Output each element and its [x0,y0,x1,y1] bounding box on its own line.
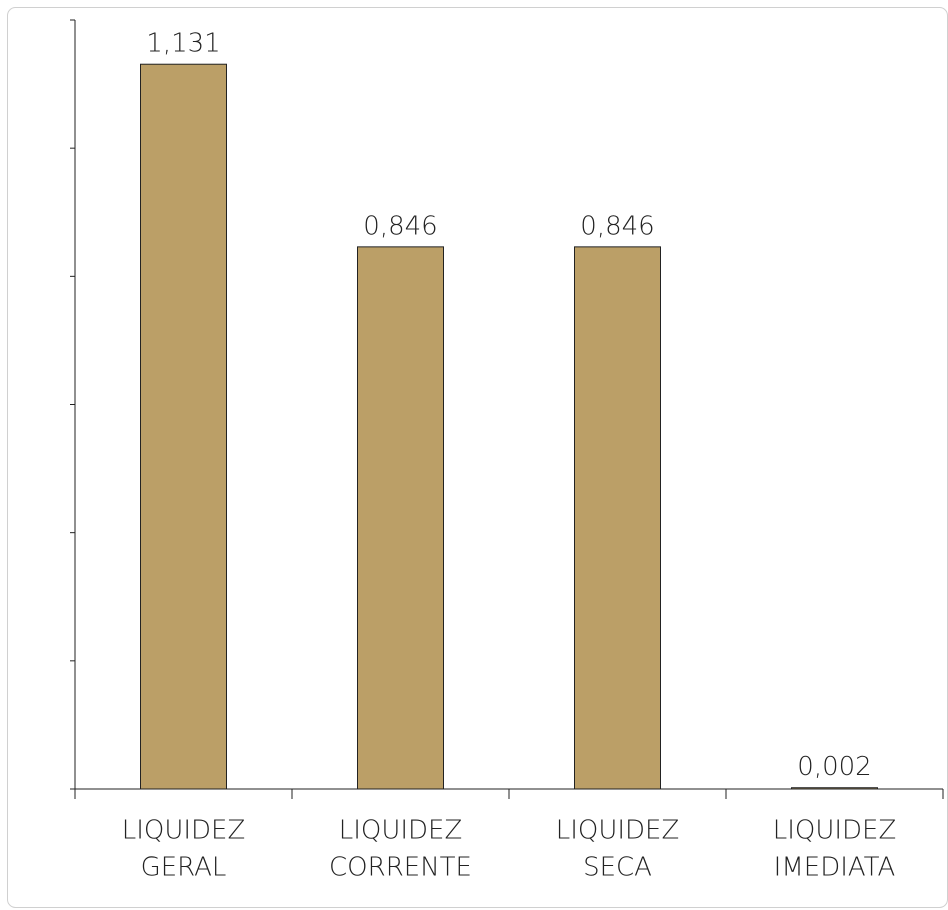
value-label: 0,002 [797,752,871,782]
x-tick-label: IMEDIATA [774,853,896,883]
x-tick-label: LIQUIDEZ [556,816,680,846]
x-tick-label: LIQUIDEZ [773,816,897,846]
bar [140,63,227,790]
x-tick-label: GERAL [141,853,227,883]
bar [574,246,661,790]
bar [357,246,444,790]
value-label: 1,131 [146,29,220,59]
x-tick-label: LIQUIDEZ [339,816,463,846]
x-tick-label: LIQUIDEZ [122,816,246,846]
value-label: 0,846 [363,211,437,241]
x-tick-label: SECA [583,853,652,883]
value-label: 0,846 [580,211,654,241]
bar [791,787,878,790]
x-tick-label: CORRENTE [329,853,472,883]
